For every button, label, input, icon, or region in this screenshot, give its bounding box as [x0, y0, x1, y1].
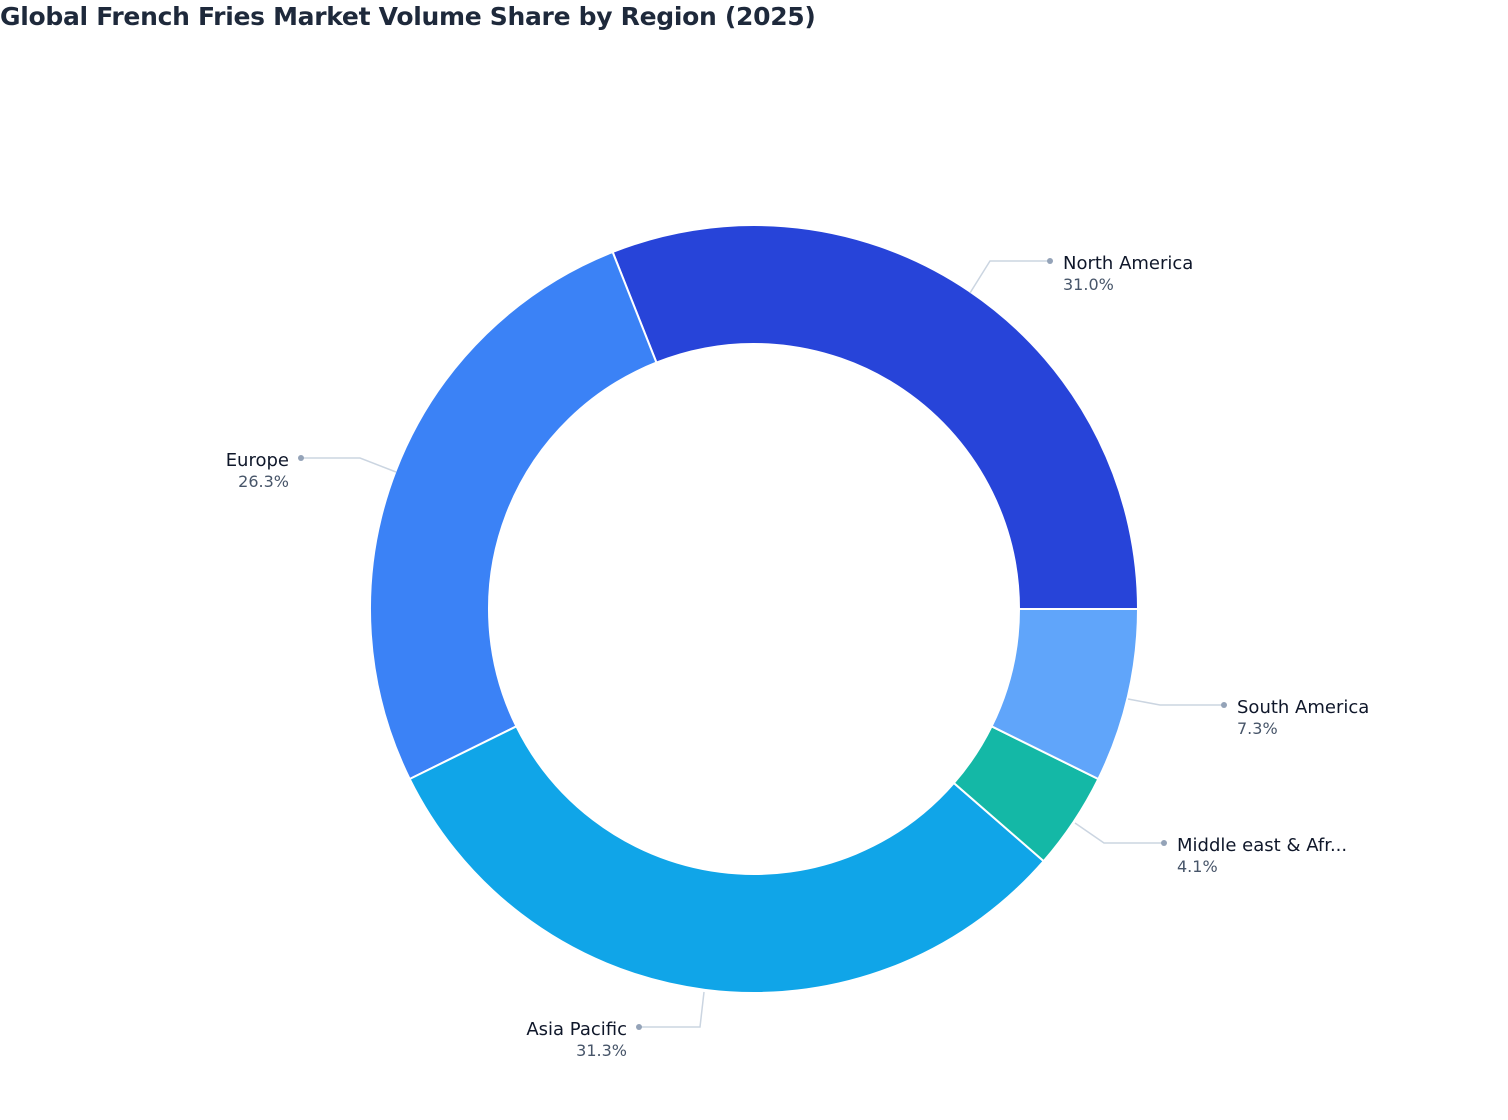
slice-europe[interactable] — [369, 250, 658, 781]
label-middle-east-africa: Middle east & Afr... 4.1% — [1074, 822, 1347, 876]
label-value: 4.1% — [1177, 857, 1218, 876]
leader-line — [1074, 822, 1164, 844]
slice-asia-pacific[interactable] — [408, 724, 1046, 994]
label-value: 31.3% — [576, 1041, 627, 1060]
label-europe: Europe 26.3% — [226, 450, 397, 491]
label-value: 7.3% — [1237, 719, 1278, 738]
label-north-america: North America 31.0% — [969, 253, 1193, 294]
donut-slices — [369, 224, 1140, 994]
leader-line — [1127, 698, 1224, 706]
leader-dot — [1047, 258, 1053, 264]
label-name: Asia Pacific — [526, 1019, 627, 1040]
leader-line — [969, 260, 1050, 294]
label-value: 26.3% — [238, 472, 289, 491]
slice-south-america[interactable] — [990, 608, 1140, 781]
leader-line — [301, 457, 397, 473]
leader-dot — [636, 1024, 642, 1030]
leader-dot — [298, 455, 304, 461]
leader-dot — [1161, 840, 1167, 846]
label-south-america: South America 7.3% — [1127, 697, 1369, 738]
label-name: North America — [1063, 253, 1193, 274]
label-name: Middle east & Afr... — [1177, 835, 1347, 856]
label-name: South America — [1237, 697, 1369, 718]
leader-line — [639, 991, 705, 1028]
slice-north-america[interactable] — [611, 224, 1140, 610]
label-name: Europe — [226, 450, 289, 471]
label-asia-pacific: Asia Pacific 31.3% — [526, 991, 705, 1060]
label-value: 31.0% — [1063, 275, 1114, 294]
leader-dot — [1221, 702, 1227, 708]
chart-title: Global French Fries Market Volume Share … — [0, 2, 816, 31]
